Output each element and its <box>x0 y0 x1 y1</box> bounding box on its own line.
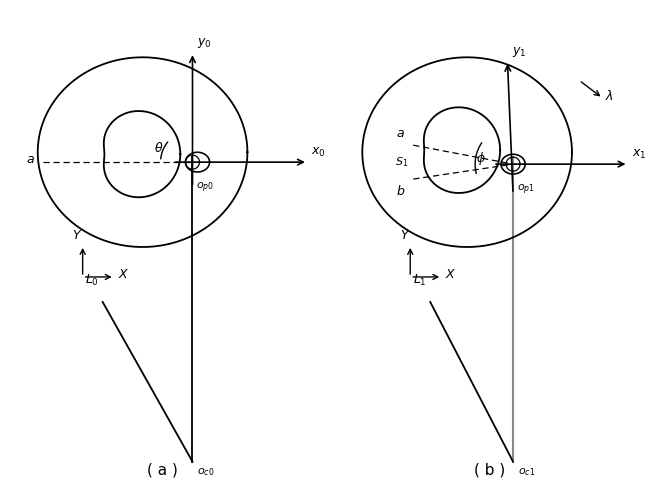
Text: $\lambda$: $\lambda$ <box>605 89 613 103</box>
Text: $L_0$: $L_0$ <box>84 273 99 288</box>
Text: $X$: $X$ <box>118 268 129 281</box>
Text: $L_1$: $L_1$ <box>413 273 426 288</box>
Text: $\theta$: $\theta$ <box>154 141 164 155</box>
Text: $x_1$: $x_1$ <box>632 148 646 161</box>
Text: $x_0$: $x_0$ <box>311 146 326 159</box>
Text: $o_{c1}$: $o_{c1}$ <box>518 467 536 479</box>
Text: ( b ): ( b ) <box>475 462 506 477</box>
Text: $X$: $X$ <box>445 268 456 281</box>
Text: $a$: $a$ <box>396 127 405 140</box>
Text: $Y$: $Y$ <box>73 229 83 242</box>
Text: ( a ): ( a ) <box>147 462 178 477</box>
Text: $y_1$: $y_1$ <box>513 45 527 59</box>
Text: $b$: $b$ <box>396 184 405 198</box>
Text: $Y$: $Y$ <box>400 229 411 242</box>
Text: $o_{p1}$: $o_{p1}$ <box>517 182 535 197</box>
Text: $a$: $a$ <box>26 153 35 166</box>
Text: $o_{p0}$: $o_{p0}$ <box>196 180 215 195</box>
Text: $o_{c0}$: $o_{c0}$ <box>198 467 215 479</box>
Text: $\phi$: $\phi$ <box>476 150 486 167</box>
Text: $y_0$: $y_0$ <box>198 36 212 50</box>
Text: $S_1$: $S_1$ <box>395 155 408 169</box>
